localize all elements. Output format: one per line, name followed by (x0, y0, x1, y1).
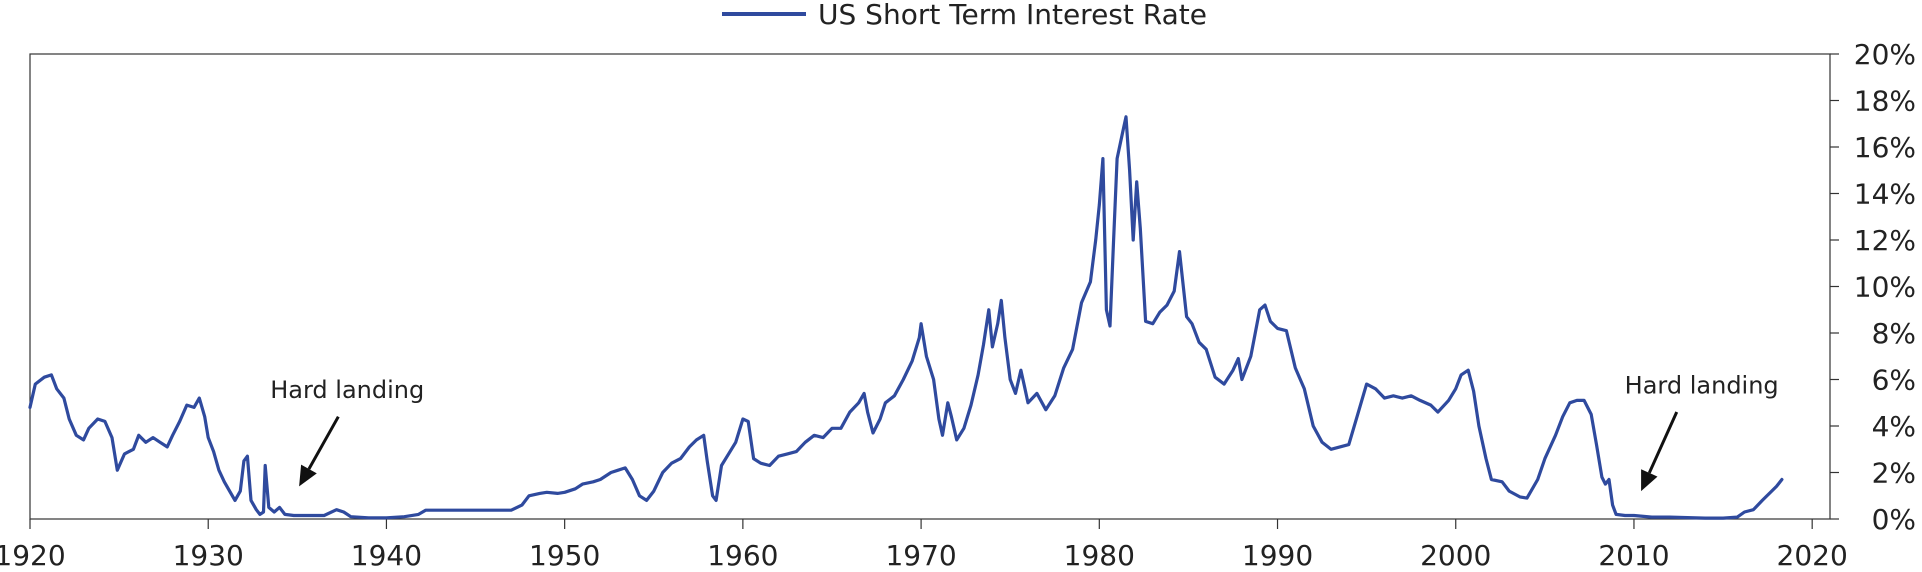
x-tick-label: 1930 (173, 539, 244, 572)
y-tick-label: 0% (1872, 503, 1916, 536)
x-tick-label: 2010 (1598, 539, 1669, 572)
y-tick-label: 14% (1854, 178, 1916, 211)
annotation-arrow-shaft (1647, 411, 1679, 474)
y-tick-label: 16% (1854, 131, 1916, 164)
plot-frame (29, 53, 1831, 520)
annotation-arrow-head (1641, 469, 1658, 492)
y-tick-label: 8% (1872, 317, 1916, 350)
annotation-arrow-head (299, 464, 317, 487)
series-layer (28, 115, 1784, 520)
y-tick-label: 6% (1872, 364, 1916, 397)
x-tick-label: 1980 (1064, 539, 1135, 572)
x-tick-label: 1920 (0, 539, 66, 572)
y-axis: 0% 2% 4% 6% 8% 10% 12% 14% 16% 18% 20% (1830, 38, 1916, 536)
x-tick-label: 2000 (1420, 539, 1491, 572)
series-line (28, 115, 1784, 520)
x-tick-label: 1950 (529, 539, 600, 572)
annotation-label: Hard landing (1625, 371, 1779, 399)
y-tick-label: 10% (1854, 271, 1916, 304)
y-tick-label: 18% (1854, 85, 1916, 118)
legend: US Short Term Interest Rate (722, 0, 1207, 31)
x-tick-label: 1990 (1242, 539, 1313, 572)
x-tick-label: 1970 (885, 539, 956, 572)
legend-label: US Short Term Interest Rate (818, 0, 1207, 31)
x-tick-label: 2020 (1777, 539, 1848, 572)
y-tick-label: 20% (1854, 38, 1916, 71)
y-tick-label: 4% (1872, 410, 1916, 443)
annotations: Hard landing Hard landing (270, 371, 1779, 492)
x-tick-label: 1960 (707, 539, 778, 572)
annotation-label: Hard landing (270, 376, 424, 404)
y-tick-label: 12% (1854, 224, 1916, 257)
y-tick-label: 2% (1872, 457, 1916, 490)
x-tick-label: 1940 (351, 539, 422, 572)
annotation-arrow-shaft (307, 415, 340, 470)
x-axis: 1920 1930 1940 1950 1960 1970 1980 1990 2000 2010… (0, 519, 1848, 572)
